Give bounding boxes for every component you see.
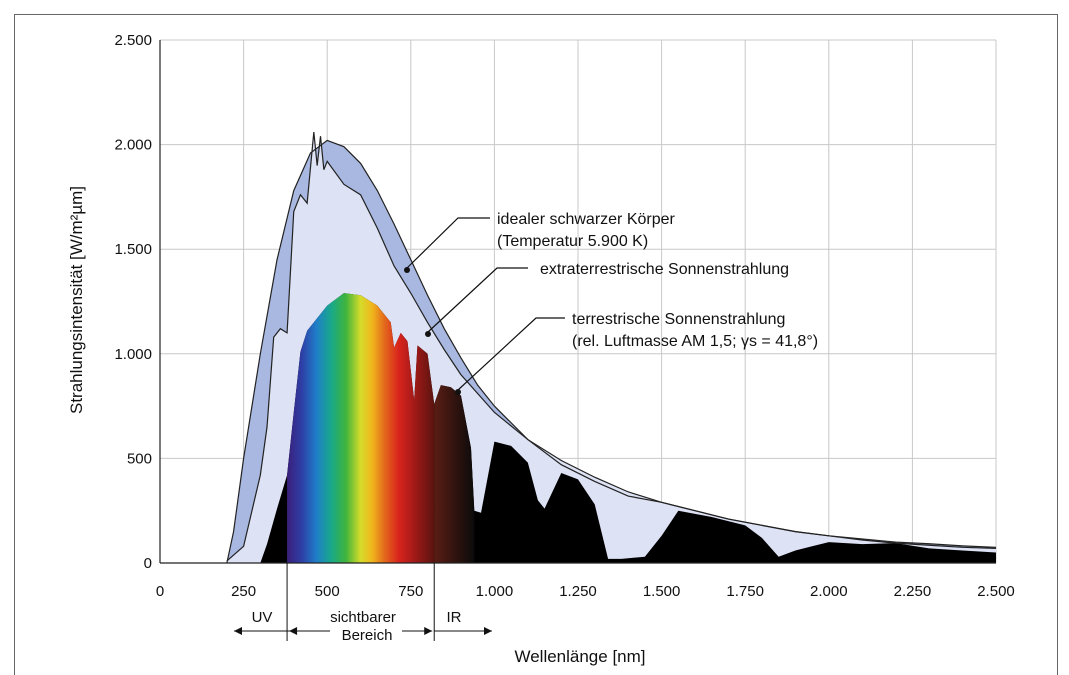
annotation-leader-line <box>427 267 528 333</box>
band-arrow-head <box>289 627 298 635</box>
annotation-leader-line <box>457 317 565 391</box>
annotation-leader-line <box>406 217 490 269</box>
band-arrow-head <box>424 627 433 635</box>
y-tick-label: 2.500 <box>114 32 152 49</box>
series-line-extraterrestrial <box>226 131 996 562</box>
band-label-visible: sichtbarer <box>330 609 396 626</box>
y-tick-label: 500 <box>127 450 152 467</box>
y-tick-label: 2.000 <box>114 137 152 154</box>
tick-labels: 0 250 500 750 1.000 1.250 1.500 1.750 2.000 2.250… <box>114 32 1014 600</box>
band-label-uv: UV <box>252 609 273 626</box>
annotation-terrestrial-detail: (rel. Luftmasse AM 1,5; γs = 41,8°) <box>572 333 818 350</box>
x-axis-title: Wellenlänge [nm] <box>514 647 645 666</box>
x-tick-label: 750 <box>398 583 423 600</box>
ir-spectrum-fill <box>434 293 475 563</box>
x-tick-label: 2.500 <box>977 583 1015 600</box>
chart-frame <box>14 14 1058 675</box>
x-tick-label: 1.500 <box>643 583 681 600</box>
annotation-terrestrial: terrestrische Sonnenstrahlung <box>572 311 785 328</box>
band-label-visible-2: Bereich <box>342 627 393 644</box>
y-tick-label: 1.500 <box>114 241 152 258</box>
x-tick-label: 1.000 <box>476 583 514 600</box>
x-tick-label: 250 <box>231 583 256 600</box>
band-arrow-head <box>234 627 242 635</box>
annotation-dot <box>404 267 410 273</box>
annotations: idealer schwarzer Körper (Temperatur 5.90… <box>404 211 818 395</box>
x-tick-label: 0 <box>156 583 164 600</box>
band-label-ir: IR <box>447 609 462 626</box>
y-tick-label: 0 <box>144 555 152 572</box>
x-tick-label: 1.250 <box>559 583 597 600</box>
annotation-extraterrestrial: extraterrestrische Sonnenstrahlung <box>540 261 789 278</box>
annotation-blackbody-temp: (Temperatur 5.900 K) <box>497 233 648 250</box>
y-axis-title: Strahlungsintensität [W/m²µm] <box>67 186 86 414</box>
annotation-blackbody: idealer schwarzer Körper <box>497 211 676 228</box>
x-tick-label: 2.000 <box>810 583 848 600</box>
x-tick-label: 500 <box>315 583 340 600</box>
x-tick-label: 2.250 <box>894 583 932 600</box>
axes <box>159 40 996 564</box>
spectrum-areas <box>226 131 996 563</box>
y-tick-label: 1.000 <box>114 346 152 363</box>
band-arrow-head <box>484 627 492 635</box>
annotation-dot <box>455 389 461 395</box>
annotation-dot <box>425 331 431 337</box>
x-tick-label: 1.750 <box>726 583 764 600</box>
